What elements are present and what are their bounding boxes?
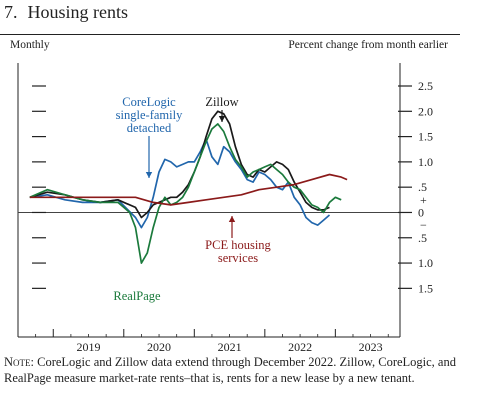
chart-note: Note: CoreLogic and Zillow data extend t… (4, 355, 474, 386)
annotation-label: PCE housing (205, 238, 271, 252)
annotation-label: detached (127, 121, 172, 135)
annotation-label: single-family (116, 108, 183, 122)
y-sign-label: − (420, 218, 427, 232)
frequency-label: Monthly (10, 39, 50, 51)
series-line-corelogic-single-family-detached (29, 138, 331, 229)
x-tick-label: 2022 (288, 340, 312, 354)
y-tick-label: 1.0 (418, 155, 433, 169)
zillow-arrow-head (218, 116, 226, 122)
y-tick-label: 1.5 (418, 281, 433, 295)
figure-title-text: Housing rents (27, 2, 129, 22)
y-tick-label: 1.0 (418, 256, 433, 270)
units-label: Percent change from month earlier (288, 39, 448, 51)
annotation-label: RealPage (113, 289, 161, 303)
note-text: CoreLogic and Zillow data extend through… (4, 355, 456, 385)
annotation-label: CoreLogic (122, 95, 176, 109)
note-label: Note: (4, 355, 34, 369)
series-line-zillow (29, 110, 330, 219)
figure-number: 7. (4, 2, 18, 22)
y-sign-label: + (420, 193, 427, 207)
title-rule (0, 34, 460, 35)
pce-arrow-head (228, 216, 236, 222)
x-tick-label: 2020 (147, 340, 171, 354)
annotation-label: Zillow (205, 95, 238, 109)
series-line-pce-housing-services (29, 173, 348, 206)
housing-rents-chart: 2.5 2.0 1.5 1.0 .5 0 .5 1.0 1.5 + − 2019 2020 2021 202… (17, 63, 433, 354)
y-tick-label: 1.5 (418, 130, 433, 144)
figure-title: 7. Housing rents (4, 2, 128, 23)
x-tick-label: 2023 (359, 340, 383, 354)
x-tick-label: 2019 (77, 340, 101, 354)
y-tick-label: 0 (418, 205, 424, 219)
y-tick-label: 2.5 (418, 79, 433, 93)
y-tick-label: .5 (418, 231, 427, 245)
annotation-label: services (218, 251, 258, 265)
x-tick-label: 2021 (218, 340, 242, 354)
series-line-realpage (29, 123, 342, 264)
y-tick-label: 2.0 (418, 104, 433, 118)
corelogic-arrow-head (145, 172, 153, 178)
y-tick-label: .5 (418, 180, 427, 194)
